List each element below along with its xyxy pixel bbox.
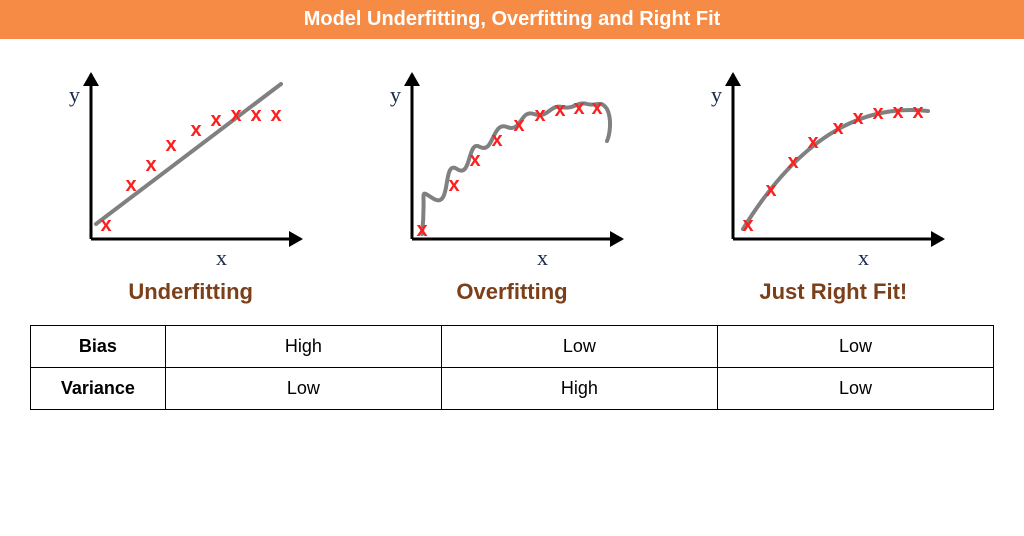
data-marker: x <box>573 97 584 119</box>
chart-overfitting-label: Overfitting <box>456 279 567 305</box>
row-header-bias: Bias <box>31 326 166 368</box>
data-marker: x <box>491 129 502 151</box>
data-marker: x <box>469 149 480 171</box>
bias-variance-table-wrap: Bias High Low Low Variance Low High Low <box>0 315 1024 410</box>
data-marker: x <box>913 101 924 123</box>
data-marker: x <box>743 214 754 236</box>
cell-var-underfit: Low <box>165 368 441 410</box>
data-marker: x <box>788 151 799 173</box>
data-marker: x <box>893 101 904 123</box>
data-marker: x <box>190 119 201 141</box>
data-marker: x <box>448 174 459 196</box>
bias-variance-table: Bias High Low Low Variance Low High Low <box>30 325 994 410</box>
chart-rightfit-svg: yxxxxxxxxxx <box>693 59 973 269</box>
header-banner: Model Underfitting, Overfitting and Righ… <box>0 0 1024 39</box>
data-marker: x <box>145 154 156 176</box>
cell-bias-underfit: High <box>165 326 441 368</box>
chart-overfitting: yxxxxxxxxxx Overfitting <box>362 59 662 305</box>
data-marker: x <box>210 109 221 131</box>
table-row: Bias High Low Low <box>31 326 994 368</box>
data-marker: x <box>873 102 884 124</box>
data-marker: x <box>591 97 602 119</box>
x-axis-label: x <box>216 245 227 269</box>
data-marker: x <box>513 114 524 136</box>
cell-bias-overfit: Low <box>441 326 717 368</box>
chart-rightfit: yxxxxxxxxxx Just Right Fit! <box>683 59 983 305</box>
cell-var-rightfit: Low <box>717 368 993 410</box>
chart-overfitting-svg: yxxxxxxxxxx <box>372 59 652 269</box>
data-marker: x <box>808 131 819 153</box>
data-marker: x <box>833 117 844 139</box>
chart-underfitting-svg: yxxxxxxxxxx <box>51 59 331 269</box>
chart-rightfit-label: Just Right Fit! <box>759 279 907 305</box>
data-marker: x <box>250 104 261 126</box>
table-row: Variance Low High Low <box>31 368 994 410</box>
y-axis-label: y <box>390 82 401 107</box>
x-axis-label: x <box>858 245 869 269</box>
data-marker: x <box>416 219 427 241</box>
data-marker: x <box>554 99 565 121</box>
data-marker: x <box>853 107 864 129</box>
y-axis-label: y <box>711 82 722 107</box>
cell-bias-rightfit: Low <box>717 326 993 368</box>
data-marker: x <box>766 179 777 201</box>
page-title: Model Underfitting, Overfitting and Righ… <box>304 8 721 30</box>
y-axis-label: y <box>69 82 80 107</box>
data-marker: x <box>534 104 545 126</box>
data-marker: x <box>165 134 176 156</box>
row-header-variance: Variance <box>31 368 166 410</box>
data-marker: x <box>125 174 136 196</box>
data-marker: x <box>230 104 241 126</box>
x-axis-label: x <box>537 245 548 269</box>
cell-var-overfit: High <box>441 368 717 410</box>
charts-row: yxxxxxxxxxx Underfitting yxxxxxxxxxx Ove… <box>0 39 1024 315</box>
data-marker: x <box>100 214 111 236</box>
chart-underfitting: yxxxxxxxxxx Underfitting <box>41 59 341 305</box>
data-marker: x <box>270 104 281 126</box>
chart-underfitting-label: Underfitting <box>128 279 253 305</box>
